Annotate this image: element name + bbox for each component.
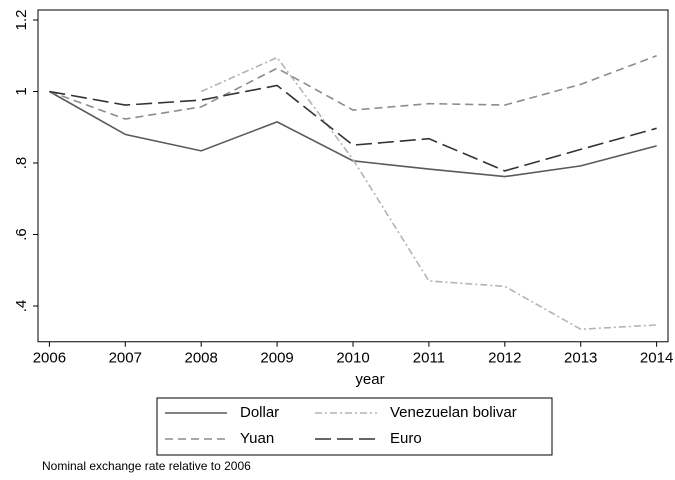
y-tick-label: .8 — [13, 157, 30, 170]
legend-box — [156, 397, 553, 456]
x-axis-title: year — [355, 371, 384, 388]
x-tick-label: 2014 — [640, 350, 673, 367]
x-tick-label: 2012 — [488, 350, 521, 367]
y-tick-label: 1.2 — [13, 10, 30, 31]
x-tick-label: 2008 — [185, 350, 218, 367]
x-tick-label: 2013 — [564, 350, 597, 367]
x-tick-label: 2009 — [260, 350, 293, 367]
y-tick-label: .4 — [13, 300, 30, 313]
series-line — [200, 56, 657, 331]
series-line — [49, 55, 657, 120]
note: Nominal exchange rate relative to 2006 — [42, 459, 251, 473]
y-tick-label: .6 — [13, 228, 30, 241]
legend-label: Yuan — [240, 430, 274, 447]
legend-label: Dollar — [240, 404, 279, 421]
x-tick-label: 2010 — [336, 350, 369, 367]
legend-label: Venezuelan bolivar — [390, 404, 517, 421]
x-tick-label: 2007 — [109, 350, 142, 367]
y-tick-label: 1 — [13, 87, 30, 95]
series-line — [49, 84, 657, 172]
legend-label: Euro — [390, 430, 422, 447]
x-tick-label: 2011 — [413, 350, 445, 367]
x-tick-label: 2006 — [33, 350, 66, 367]
